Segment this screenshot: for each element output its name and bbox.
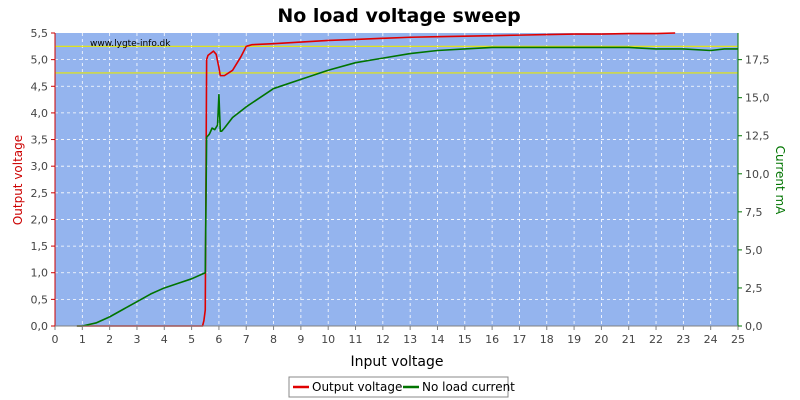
x-tick-label: 23 <box>676 333 690 346</box>
left-tick-label: 4,5 <box>31 80 49 93</box>
right-tick-label: 17,5 <box>745 54 770 67</box>
x-tick-label: 9 <box>297 333 304 346</box>
x-tick-label: 11 <box>349 333 363 346</box>
x-tick-label: 20 <box>594 333 608 346</box>
left-tick-label: 1,0 <box>31 267 49 280</box>
x-tick-label: 18 <box>540 333 554 346</box>
series-line-no-load-current <box>76 46 738 327</box>
x-tick-label: 21 <box>622 333 636 346</box>
x-tick-label: 17 <box>512 333 526 346</box>
x-tick-label: 4 <box>161 333 168 346</box>
right-axis-label: Current mA <box>773 146 787 216</box>
plot-area <box>55 33 738 326</box>
left-tick-label: 0,0 <box>31 320 49 333</box>
x-axis-ticks: 0 1 2 3 4 5 6 7 8 9 10 11 12 13 14 15 16 17 18 19 20 21 22 23 24… <box>52 326 745 346</box>
left-tick-label: 2,5 <box>31 187 49 200</box>
x-tick-label: 16 <box>485 333 499 346</box>
x-tick-label: 13 <box>403 333 417 346</box>
left-tick-label: 1,5 <box>31 240 49 253</box>
left-tick-label: 5,0 <box>31 54 49 67</box>
left-tick-label: 0,5 <box>31 293 49 306</box>
x-tick-label: 15 <box>458 333 472 346</box>
right-tick-label: 0,0 <box>745 320 763 333</box>
x-tick-label: 14 <box>430 333 444 346</box>
left-tick-label: 3,5 <box>31 134 49 147</box>
x-tick-label: 10 <box>321 333 335 346</box>
left-axis-label: Output voltage <box>11 135 25 225</box>
left-tick-label: 2,0 <box>31 213 49 226</box>
x-tick-label: 1 <box>79 333 86 346</box>
right-tick-label: 12,5 <box>745 130 770 143</box>
x-tick-label: 0 <box>52 333 59 346</box>
left-tick-label: 3,0 <box>31 160 49 173</box>
watermark: www.lygte-info.dk <box>90 39 171 49</box>
x-tick-label: 3 <box>133 333 140 346</box>
grid-lines <box>55 33 738 326</box>
x-tick-label: 8 <box>270 333 277 346</box>
x-tick-label: 24 <box>704 333 718 346</box>
left-tick-label: 5,5 <box>31 27 49 40</box>
right-tick-label: 7,5 <box>745 206 763 219</box>
x-tick-label: 5 <box>188 333 195 346</box>
legend-label-no-load-current: No load current <box>422 380 515 394</box>
right-tick-label: 5,0 <box>745 244 763 257</box>
legend: Output voltage No load current <box>288 376 515 398</box>
x-tick-label: 6 <box>215 333 222 346</box>
right-tick-label: 10,0 <box>745 168 770 181</box>
right-axis-ticks: 0,0 2,5 5,0 7,5 10,0 12,5 15,0 17,5 <box>738 54 770 333</box>
legend-label-output-voltage: Output voltage <box>312 380 402 394</box>
left-tick-label: 4,0 <box>31 107 49 120</box>
x-tick-label: 2 <box>106 333 113 346</box>
x-tick-label: 12 <box>376 333 390 346</box>
chart-title: No load voltage sweep <box>277 5 520 27</box>
x-tick-label: 19 <box>567 333 581 346</box>
left-axis-ticks: 0,0 0,5 1,0 1,5 2,0 2,5 3,0 3,5 4,0 4,5 5,0 5,5 <box>31 27 55 333</box>
x-axis-label: Input voltage <box>350 354 443 370</box>
x-tick-label: 7 <box>243 333 250 346</box>
x-tick-label: 22 <box>649 333 663 346</box>
legend-box <box>288 376 509 398</box>
reference-lines <box>55 45 738 74</box>
right-tick-label: 2,5 <box>745 282 763 295</box>
x-tick-label: 25 <box>731 333 745 346</box>
right-tick-label: 15,0 <box>745 92 770 105</box>
